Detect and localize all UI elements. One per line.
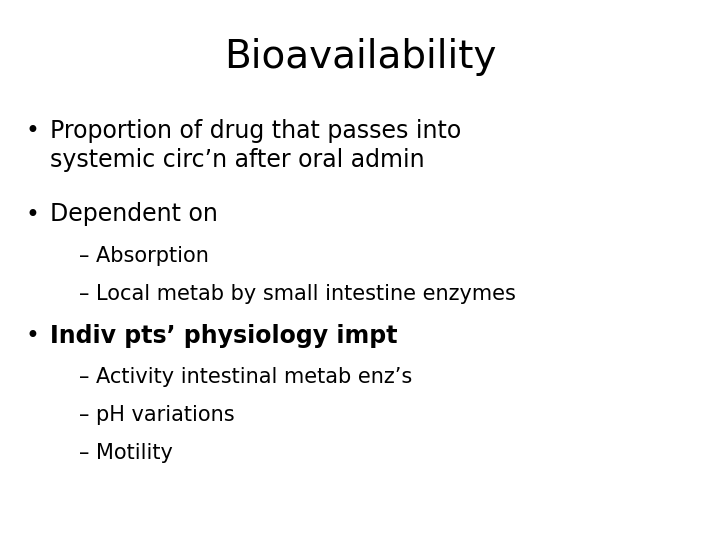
Text: Dependent on: Dependent on <box>50 202 218 226</box>
Text: •: • <box>25 119 40 143</box>
Text: – Activity intestinal metab enz’s: – Activity intestinal metab enz’s <box>79 367 413 387</box>
Text: – Absorption: – Absorption <box>79 246 209 266</box>
Text: •: • <box>25 202 40 226</box>
Text: – Local metab by small intestine enzymes: – Local metab by small intestine enzymes <box>79 284 516 303</box>
Text: Bioavailability: Bioavailability <box>224 38 496 76</box>
Text: Proportion of drug that passes into
systemic circ’n after oral admin: Proportion of drug that passes into syst… <box>50 119 462 172</box>
Text: – pH variations: – pH variations <box>79 405 235 425</box>
Text: •: • <box>25 324 40 348</box>
Text: – Motility: – Motility <box>79 443 173 463</box>
Text: Indiv pts’ physiology impt: Indiv pts’ physiology impt <box>50 324 398 348</box>
